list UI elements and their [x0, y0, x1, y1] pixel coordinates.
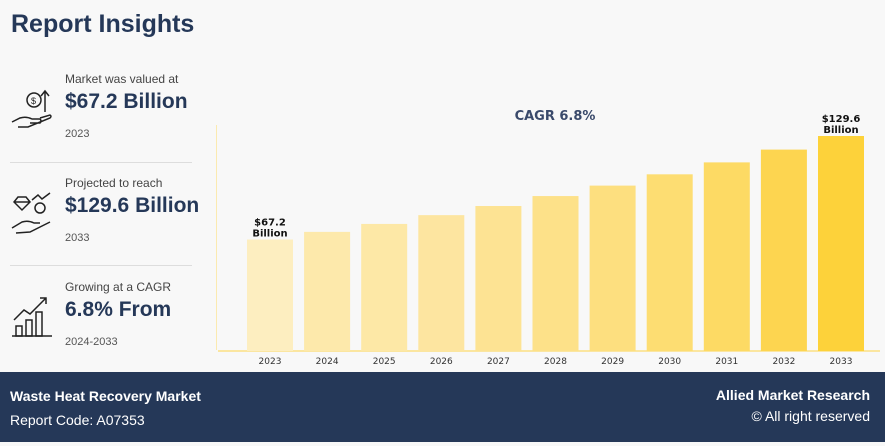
market-name: Waste Heat Recovery Market	[10, 388, 201, 404]
bar-growth-chart-icon	[12, 297, 52, 337]
bar-2024	[304, 231, 351, 351]
stat-label: Growing at a CAGR	[65, 280, 172, 294]
stat-label: Projected to reach	[65, 176, 163, 190]
bar-2027	[475, 206, 522, 351]
chart-title: CAGR 6.8%	[515, 109, 596, 124]
x-tick-label: 2033	[830, 357, 853, 367]
divider	[10, 162, 192, 163]
x-tick-label: 2028	[544, 357, 567, 367]
stat-value: $129.6 Billion	[65, 194, 200, 217]
data-label: $129.6	[822, 114, 861, 125]
brand-name: Allied Market Research	[715, 387, 870, 403]
stat-value: 6.8% From	[65, 298, 172, 321]
rights-text: © All right reserved	[751, 408, 870, 424]
stat-sub: 2033	[65, 232, 90, 244]
x-tick-label: 2027	[487, 357, 510, 367]
x-tick-label: 2026	[430, 357, 453, 367]
footer: Waste Heat Recovery Market Report Code: …	[0, 372, 885, 442]
x-tick-label: 2029	[601, 357, 624, 367]
bar-2032	[760, 149, 807, 351]
bar-2031	[703, 162, 750, 351]
data-label: Billion	[823, 125, 858, 136]
stat-sub: 2024-2033	[65, 336, 118, 348]
bar-2025	[361, 223, 408, 351]
stat-cagr: Growing at a CAGR 6.8% From 2024-2033	[10, 280, 192, 380]
stat-market-value: $ Market was valued at $67.2 Billion 202…	[10, 72, 192, 172]
bar-2029	[589, 185, 636, 351]
hand-diamond-coin-icon	[11, 192, 51, 234]
stat-sub: 2023	[65, 128, 90, 140]
data-label: Billion	[252, 229, 287, 240]
page-title: Report Insights	[11, 10, 195, 38]
bar-2033	[818, 136, 864, 351]
bar-2030	[646, 174, 693, 351]
x-tick-label: 2032	[772, 357, 795, 367]
x-tick-label: 2025	[373, 357, 396, 367]
divider	[10, 265, 192, 266]
stat-projected-value: Projected to reach $129.6 Billion 2033	[10, 176, 199, 276]
x-tick-label: 2030	[658, 357, 681, 367]
bar-2026	[418, 215, 465, 351]
hand-money-growth-icon: $	[11, 89, 52, 128]
report-code: Report Code: A07353	[10, 412, 145, 428]
bar-2023	[247, 239, 293, 351]
svg-text:$: $	[31, 96, 36, 106]
bar-2028	[532, 196, 579, 351]
chart-border	[216, 125, 217, 350]
x-tick-label: 2024	[316, 357, 339, 367]
x-tick-label: 2023	[259, 357, 282, 367]
stat-label: Market was valued at	[65, 72, 179, 86]
data-label: $67.2	[254, 218, 286, 229]
stat-value: $67.2 Billion	[65, 90, 188, 113]
x-tick-label: 2031	[715, 357, 738, 367]
